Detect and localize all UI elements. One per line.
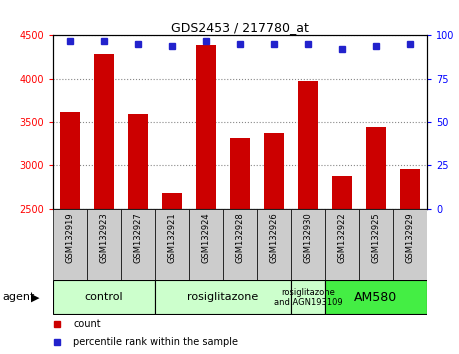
Bar: [60, 112, 80, 209]
Text: ▶: ▶: [31, 292, 40, 302]
Text: GSM132927: GSM132927: [133, 212, 142, 263]
Text: rosiglitazone: rosiglitazone: [187, 292, 258, 302]
Bar: [94, 55, 114, 209]
Text: GSM132924: GSM132924: [202, 212, 210, 263]
Bar: [297, 81, 318, 209]
Text: GSM132919: GSM132919: [65, 212, 74, 263]
Text: GSM132922: GSM132922: [337, 212, 347, 263]
Bar: [223, 209, 257, 280]
Text: GSM132921: GSM132921: [168, 212, 176, 263]
Bar: [263, 132, 284, 209]
Bar: [366, 127, 386, 209]
Bar: [87, 209, 121, 280]
Bar: [189, 209, 223, 280]
Bar: [393, 209, 427, 280]
Bar: [53, 209, 87, 280]
Bar: [128, 114, 148, 209]
Title: GDS2453 / 217780_at: GDS2453 / 217780_at: [171, 21, 309, 34]
Text: GSM132928: GSM132928: [235, 212, 244, 263]
Bar: [230, 138, 250, 209]
Text: rosiglitazone
and AGN193109: rosiglitazone and AGN193109: [274, 288, 342, 307]
Bar: [121, 209, 155, 280]
Bar: [162, 193, 182, 209]
Bar: [325, 280, 427, 314]
Text: AM580: AM580: [354, 291, 397, 304]
Bar: [359, 209, 393, 280]
Text: GSM132929: GSM132929: [405, 212, 414, 263]
Bar: [325, 209, 359, 280]
Bar: [332, 176, 352, 209]
Text: GSM132925: GSM132925: [371, 212, 381, 263]
Bar: [53, 280, 155, 314]
Text: count: count: [73, 319, 101, 329]
Text: percentile rank within the sample: percentile rank within the sample: [73, 337, 238, 347]
Bar: [155, 280, 291, 314]
Bar: [291, 280, 325, 314]
Text: agent: agent: [2, 292, 35, 302]
Text: control: control: [84, 292, 123, 302]
Text: GSM132923: GSM132923: [99, 212, 108, 263]
Bar: [257, 209, 291, 280]
Text: GSM132930: GSM132930: [303, 212, 312, 263]
Bar: [291, 209, 325, 280]
Bar: [400, 169, 420, 209]
Bar: [155, 209, 189, 280]
Bar: [196, 45, 216, 209]
Text: GSM132926: GSM132926: [269, 212, 278, 263]
